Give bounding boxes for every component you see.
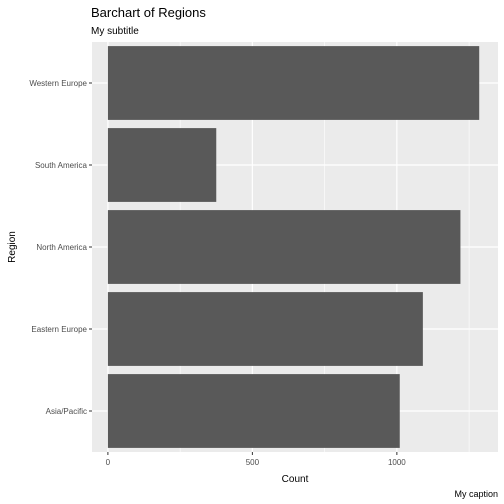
x-tick-label: 0 [106, 458, 111, 467]
x-tick-label: 500 [246, 458, 260, 467]
y-tick-label: Asia/Pacific [46, 407, 87, 416]
chart-title: Barchart of Regions [91, 5, 206, 20]
y-tick-label: Eastern Europe [31, 325, 87, 334]
y-axis: Asia/Pacific Eastern Europe North America S… [29, 79, 92, 416]
bar-western-europe [107, 46, 480, 120]
x-axis-title: Count [282, 474, 309, 485]
y-tick-label: Western Europe [29, 79, 87, 88]
x-axis: 0 500 1000 [106, 452, 406, 467]
x-tick-label: 1000 [388, 458, 406, 467]
bar-north-america [107, 210, 461, 284]
y-axis-title: Region [7, 231, 18, 263]
bars [107, 46, 480, 448]
y-tick-label: North America [36, 243, 87, 252]
bar-asia-pacific [107, 374, 400, 448]
bar-eastern-europe [107, 292, 423, 366]
y-tick-label: South America [35, 161, 88, 170]
bar-south-america [107, 128, 217, 202]
chart-subtitle: My subtitle [91, 26, 139, 37]
chart-caption: My caption [454, 489, 498, 499]
